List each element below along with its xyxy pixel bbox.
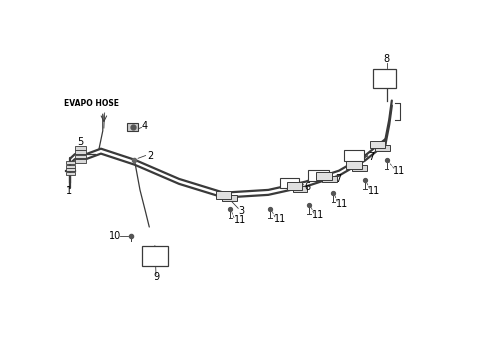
Text: 10: 10 <box>109 231 121 241</box>
Text: 9: 9 <box>153 272 159 282</box>
Bar <box>344 150 364 161</box>
Bar <box>75 155 86 159</box>
Bar <box>142 246 168 266</box>
Text: 6: 6 <box>304 182 310 192</box>
Text: 4: 4 <box>142 121 148 131</box>
Bar <box>375 145 390 151</box>
Text: 11: 11 <box>234 215 246 225</box>
Bar <box>280 178 299 188</box>
Text: 3: 3 <box>239 206 245 216</box>
Bar <box>216 191 231 199</box>
Text: 2: 2 <box>147 151 154 161</box>
Text: 1: 1 <box>66 186 72 196</box>
Bar <box>292 186 307 192</box>
Bar <box>75 159 86 163</box>
Bar <box>352 165 367 171</box>
Text: 11: 11 <box>312 211 324 221</box>
Bar <box>370 141 385 149</box>
Bar <box>287 182 302 190</box>
Bar <box>66 161 74 164</box>
Text: 11: 11 <box>336 198 348 208</box>
Text: 11: 11 <box>393 166 405 176</box>
Bar <box>66 165 74 168</box>
Bar <box>75 146 86 150</box>
Text: 8: 8 <box>384 54 390 64</box>
Bar <box>308 170 329 181</box>
Bar <box>75 150 86 154</box>
Bar <box>316 172 332 180</box>
Bar <box>222 195 237 201</box>
Text: 7: 7 <box>335 174 342 184</box>
Text: 7: 7 <box>368 152 374 162</box>
Text: 11: 11 <box>368 186 380 196</box>
Text: EVAPO HOSE: EVAPO HOSE <box>64 99 119 108</box>
Bar <box>127 123 138 131</box>
Text: 11: 11 <box>274 214 286 224</box>
Bar <box>322 176 337 182</box>
Text: 5: 5 <box>77 137 84 147</box>
Bar <box>373 69 396 88</box>
Bar <box>346 161 362 169</box>
Bar <box>66 172 74 175</box>
Bar <box>66 169 74 171</box>
